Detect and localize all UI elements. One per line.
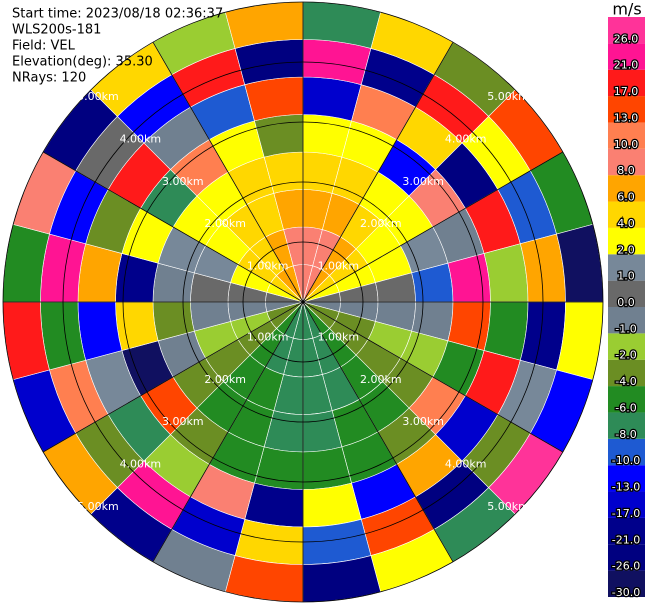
velocity-cell: [77, 301, 123, 361]
range-label: 4.00km: [445, 458, 487, 471]
colorbar-segment: [608, 227, 645, 255]
colorbar-segment: [608, 438, 645, 466]
velocity-cell: [483, 301, 529, 361]
range-label: 3.00km: [162, 415, 204, 428]
colorbar-tick-label: -17.0: [612, 507, 640, 520]
colorbar-segment: [608, 570, 645, 597]
header: Start time: 2023/08/18 02:36:37WLS200s-1…: [12, 7, 223, 86]
colorbar-segment: [608, 69, 645, 97]
colorbar-tick-label: -30.0: [612, 586, 640, 599]
range-label: 3.00km: [402, 175, 444, 188]
range-label: 3.00km: [162, 175, 204, 188]
colorbar-segment: [608, 254, 645, 281]
colorbar-segment: [608, 359, 645, 387]
range-overlay: 1.00km 1.00km 1.00km 1.00km 2.00km 2.00km 2.00…: [2, 1, 604, 603]
colorbar-segment: [608, 517, 645, 545]
header-line: Field: VEL: [12, 39, 76, 54]
colorbar-tick-label: 26.0: [614, 32, 639, 45]
velocity-cell: [77, 243, 123, 303]
colorbar-segment: [608, 43, 645, 70]
header-line: Start time: 2023/08/18 02:36:37: [12, 7, 223, 22]
header-line: Elevation(deg): 35.30: [12, 55, 153, 70]
range-label: 5.00km: [487, 500, 529, 513]
colorbar-segment: [608, 465, 645, 492]
colorbar-tick-label: 10.0: [614, 138, 639, 151]
colorbar-segment: [608, 122, 645, 149]
colorbar-segment: [608, 280, 645, 307]
range-label: 3.00km: [402, 415, 444, 428]
colorbar-segment: [608, 544, 645, 571]
range-label: 4.00km: [445, 132, 487, 145]
range-label: 5.00km: [77, 500, 119, 513]
colorbar-tick-label: 4.0: [617, 217, 635, 230]
velocity-cell: [483, 243, 529, 303]
colorbar-tick-label: 0.0: [617, 296, 635, 309]
range-label: 1.00km: [247, 330, 289, 343]
range-label: 1.00km: [247, 260, 289, 273]
colorbar-segment: [608, 491, 645, 518]
colorbar-segment: [608, 386, 645, 413]
colorbar-segment: [608, 17, 645, 44]
velocity-cell: [244, 76, 304, 122]
colorbar-segment: [608, 307, 645, 334]
range-label: 5.00km: [77, 90, 119, 103]
range-label: 1.00km: [318, 330, 360, 343]
spoke-line: [152, 41, 454, 563]
colorbar-tick-label: -4.0: [615, 375, 636, 388]
range-label: 2.00km: [204, 373, 246, 386]
colorbar-unit: m/s: [612, 0, 641, 19]
colorbar-tick-label: 1.0: [617, 270, 635, 283]
header-line: NRays: 120: [12, 71, 86, 86]
range-label: 5.00km: [487, 90, 529, 103]
colorbar-tick-label: 2.0: [617, 243, 635, 256]
range-label: 4.00km: [120, 458, 162, 471]
range-label: 2.00km: [204, 217, 246, 230]
range-ring: [122, 121, 484, 483]
colorbar-tick-label: 13.0: [614, 111, 639, 124]
range-label: 1.00km: [318, 260, 360, 273]
colorbar-segment: [608, 201, 645, 228]
range-ring: [2, 1, 604, 603]
range-ring: [182, 181, 424, 423]
colorbar-tick-label: -26.0: [612, 560, 640, 573]
colorbar-segment: [608, 412, 645, 439]
colorbar-tick-label: 17.0: [614, 85, 639, 98]
colorbar-tick-label: -10.0: [612, 454, 640, 467]
velocity-cell: [302, 482, 362, 528]
range-ring: [242, 241, 364, 363]
colorbar-tick-label: -21.0: [612, 533, 640, 546]
velocity-cell: [302, 76, 362, 122]
colorbar: -30.0 -26.0 -21.0 -17.0 -13.0 -10.0 -8.0 -6.0 -4…: [608, 17, 645, 600]
colorbar-tick-label: 8.0: [617, 164, 635, 177]
range-label: 4.00km: [120, 132, 162, 145]
colorbar-tick-label: -13.0: [612, 481, 640, 494]
colorbar-segment: [608, 175, 645, 202]
colorbar-tick-label: -8.0: [615, 428, 636, 441]
colorbar-tick-label: 6.0: [617, 191, 635, 204]
colorbar-tick-label: -6.0: [615, 401, 636, 414]
velocity-cell: [244, 482, 304, 528]
header-line: WLS200s-181: [12, 23, 101, 38]
range-label: 2.00km: [360, 373, 402, 386]
range-ring: [62, 61, 544, 543]
range-label: 2.00km: [360, 217, 402, 230]
colorbar-segment: [608, 333, 645, 360]
colorbar-segment: [608, 148, 645, 176]
colorbar-tick-label: 21.0: [614, 59, 639, 72]
ppi-cells: [2, 1, 604, 603]
colorbar-segment: [608, 96, 645, 123]
colorbar-tick-label: -1.0: [615, 322, 636, 335]
colorbar-tick-label: -2.0: [615, 349, 636, 362]
